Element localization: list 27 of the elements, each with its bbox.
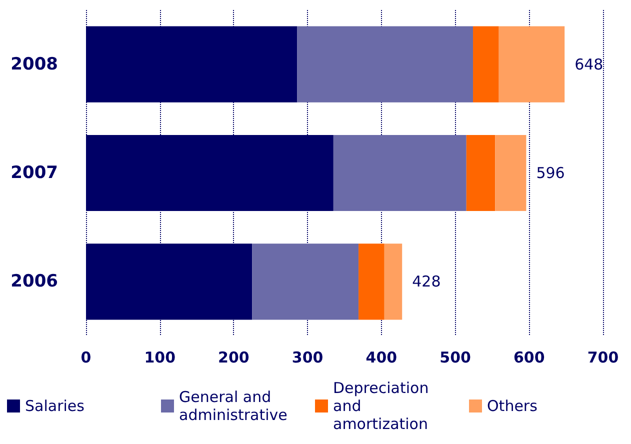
total-label: 428 <box>412 272 441 291</box>
x-tick-label: 500 <box>440 348 471 366</box>
bar <box>297 26 474 102</box>
x-tick-label: 700 <box>587 348 619 366</box>
bar <box>333 134 466 212</box>
bar <box>473 26 499 102</box>
x-tick-label: 200 <box>218 348 250 366</box>
bar <box>498 26 565 102</box>
bar <box>252 244 359 320</box>
x-tick-label: 400 <box>366 348 398 366</box>
x-tick-label: 600 <box>513 348 545 366</box>
legend-label: General and administrative <box>179 388 288 424</box>
x-tick-label: 300 <box>292 348 324 366</box>
y-tick-label: 2007 <box>10 163 58 183</box>
y-tick-label: 2008 <box>10 54 58 74</box>
y-tick-label: 2006 <box>10 272 58 292</box>
legend-label: Salaries <box>25 397 85 415</box>
bar <box>495 134 526 212</box>
total-label: 648 <box>574 55 604 74</box>
x-tick-label: 100 <box>144 348 176 366</box>
x-tick-label: 0 <box>80 348 92 366</box>
total-label: 596 <box>536 164 565 182</box>
bar <box>358 244 384 320</box>
bar <box>384 244 402 320</box>
bar <box>466 134 496 212</box>
legend-label: Others <box>487 397 538 415</box>
legend-label: Depreciation and amortization <box>333 379 434 433</box>
